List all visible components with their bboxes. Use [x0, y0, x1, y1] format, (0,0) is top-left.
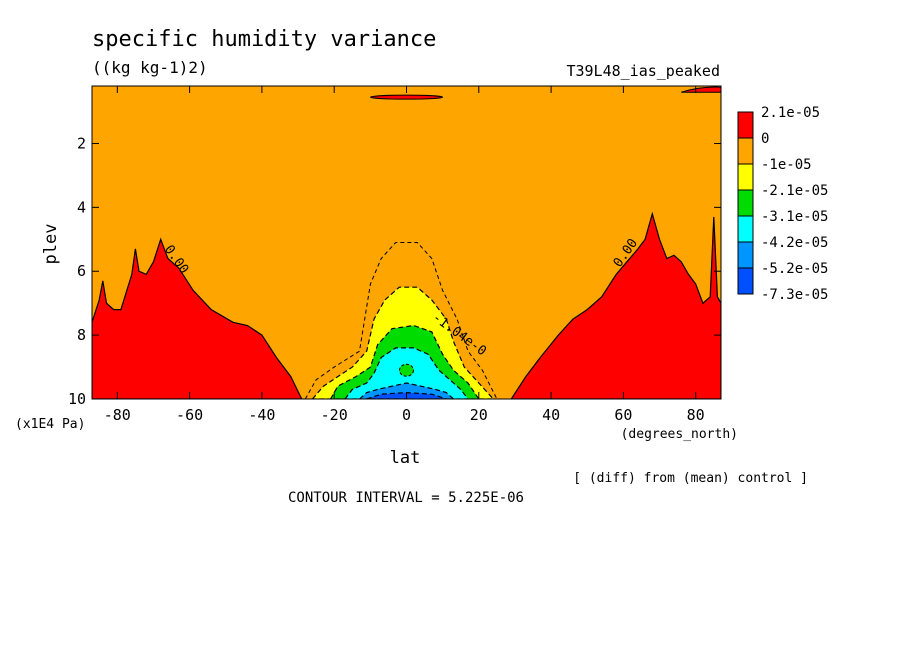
positive-region-right [510, 211, 721, 399]
legend-swatch-4 [737, 215, 754, 243]
legend-swatch-1 [737, 137, 754, 165]
x-tick-label-6: 40 [542, 406, 560, 424]
y-axis-ticks: 2 4 6 8 10 [68, 134, 721, 408]
y-tick-label-0: 2 [77, 134, 86, 152]
x-tick-label-5: 20 [470, 406, 488, 424]
legend-swatch-3 [737, 189, 754, 217]
chart-units: ((kg kg-1)2) [92, 58, 208, 77]
y-tick-label-2: 6 [77, 262, 86, 280]
x-axis-ticks: -80 -60 -40 -20 0 20 40 60 80 [104, 86, 705, 424]
contour-interval-footer: CONTOUR INTERVAL = 5.225E-06 [288, 490, 524, 506]
experiment-label: T39L48_ias_peaked [566, 62, 720, 80]
legend-swatch-5 [737, 241, 754, 269]
legend-swatch-0 [737, 111, 754, 139]
x-tick-label-8: 80 [687, 406, 705, 424]
y-axis-label: plev [41, 224, 61, 265]
legend-swatch-6 [737, 267, 754, 295]
positive-region-top-right [681, 86, 721, 93]
legend-label-4: -3.1e-05 [761, 209, 828, 225]
x-axis-label: lat [390, 448, 421, 468]
y-tick-label-3: 8 [77, 326, 86, 344]
x-tick-label-4: 0 [402, 406, 411, 424]
x-tick-label-7: 60 [614, 406, 632, 424]
legend-label-0: 2.1e-05 [761, 105, 820, 121]
legend-label-2: -1e-05 [761, 157, 812, 173]
positive-region-left [92, 237, 303, 399]
y-tick-label-4: 10 [68, 390, 86, 408]
legend-swatch-2 [737, 163, 754, 191]
subtitle-diff-note: [ (diff) from (mean) control ] [573, 471, 808, 486]
legend-label-6: -5.2e-05 [761, 261, 828, 277]
positive-region-top-center [369, 94, 444, 100]
chart-title: specific humidity variance [92, 27, 436, 52]
x-axis-units: (degrees_north) [621, 427, 738, 442]
x-tick-label-2: -40 [248, 406, 275, 424]
y-axis-units: (x1E4 Pa) [15, 417, 85, 432]
dashed-contour-outer [304, 242, 498, 399]
legend-label-5: -4.2e-05 [761, 235, 828, 251]
legend-label-7: -7.3e-05 [761, 287, 828, 303]
x-tick-label-3: -20 [321, 406, 348, 424]
x-tick-label-1: -60 [176, 406, 203, 424]
x-tick-label-0: -80 [104, 406, 131, 424]
negative-island [399, 363, 414, 377]
legend-label-3: -2.1e-05 [761, 183, 828, 199]
legend-label-1: 0 [761, 131, 769, 147]
y-tick-label-1: 4 [77, 198, 86, 216]
color-legend: 2.1e-05 0 -1e-05 -2.1e-05 -3.1e-05 -4.2e-05 -5… [737, 105, 828, 303]
